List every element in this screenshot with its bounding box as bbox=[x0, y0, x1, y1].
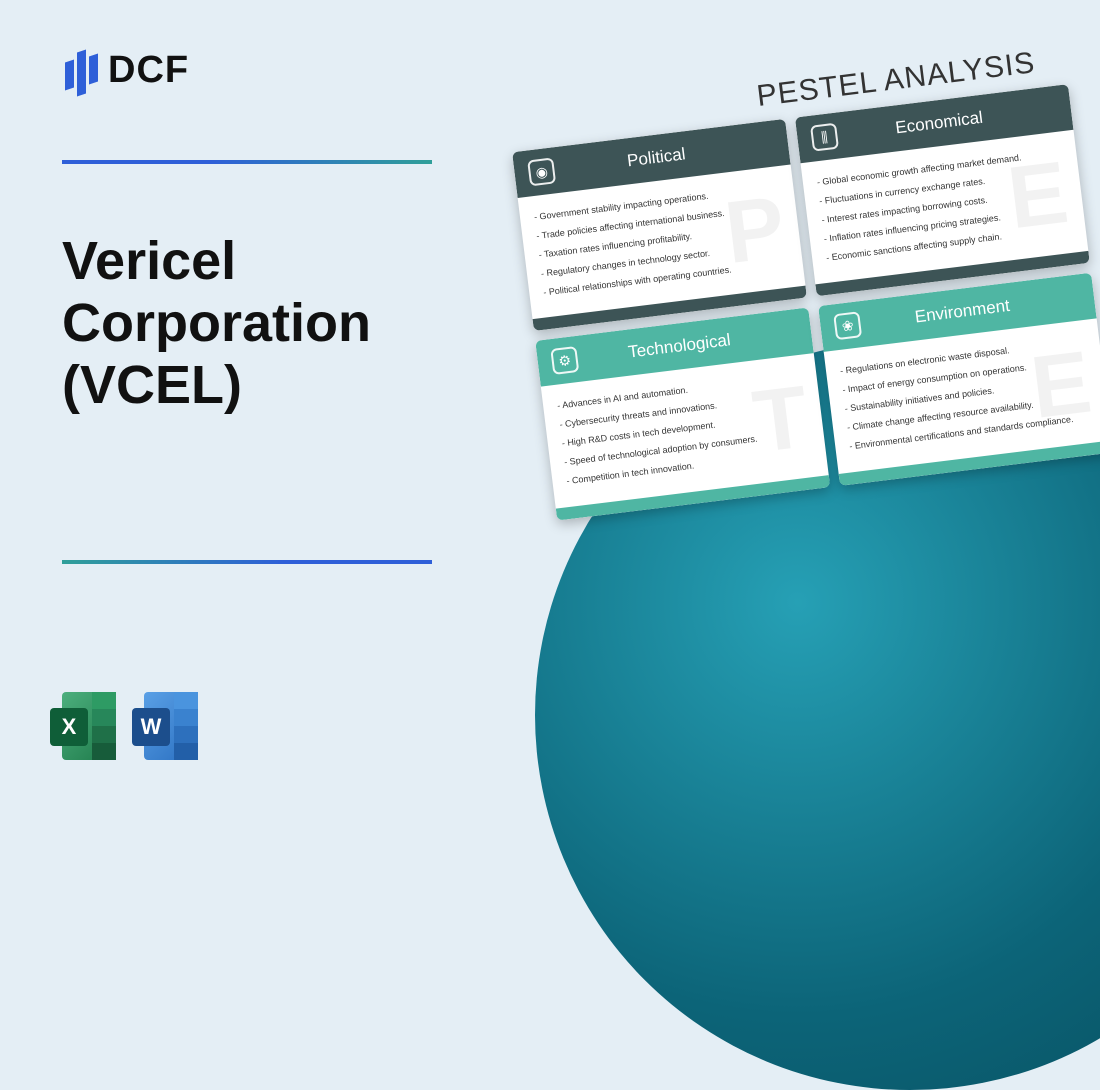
divider-top bbox=[62, 160, 432, 164]
pestel-card-technological: ⚙TechnologicalTAdvances in AI and automa… bbox=[535, 308, 830, 521]
excel-badge-letter: X bbox=[50, 708, 88, 746]
gear-icon: ⚙ bbox=[550, 346, 579, 375]
page-title: Vericel Corporation (VCEL) bbox=[62, 230, 371, 416]
pestel-cards-grid: ◉PoliticalPGovernment stability impactin… bbox=[512, 84, 1100, 520]
card-bullet-list: Advances in AI and automation.Cybersecur… bbox=[556, 367, 813, 491]
title-line-3: (VCEL) bbox=[62, 355, 242, 415]
card-bullet-list: Government stability impacting operation… bbox=[533, 178, 790, 302]
logo-text: DCF bbox=[108, 49, 189, 92]
pestel-card-environment: ❀EnvironmentERegulations on electronic w… bbox=[818, 273, 1100, 486]
file-icons-row: X W bbox=[62, 692, 198, 760]
divider-bottom bbox=[62, 560, 432, 564]
card-bullet-list: Global economic growth affecting market … bbox=[816, 143, 1073, 267]
chart-icon: ⫼ bbox=[810, 123, 839, 152]
dcf-logo: DCF bbox=[65, 45, 189, 95]
leaf-icon: ❀ bbox=[833, 312, 862, 341]
excel-file-icon[interactable]: X bbox=[62, 692, 116, 760]
title-line-2: Corporation bbox=[62, 293, 371, 353]
title-line-1: Vericel bbox=[62, 231, 236, 291]
pestel-graphic: PESTEL ANALYSIS ◉PoliticalPGovernment st… bbox=[507, 42, 1100, 520]
person-icon: ◉ bbox=[527, 157, 556, 186]
pestel-card-economical: ⫼EconomicalEGlobal economic growth affec… bbox=[795, 84, 1090, 297]
word-badge-letter: W bbox=[132, 708, 170, 746]
pestel-card-political: ◉PoliticalPGovernment stability impactin… bbox=[512, 119, 807, 332]
word-file-icon[interactable]: W bbox=[144, 692, 198, 760]
card-bullet-list: Regulations on electronic waste disposal… bbox=[839, 332, 1096, 456]
logo-bars-icon bbox=[65, 45, 98, 95]
